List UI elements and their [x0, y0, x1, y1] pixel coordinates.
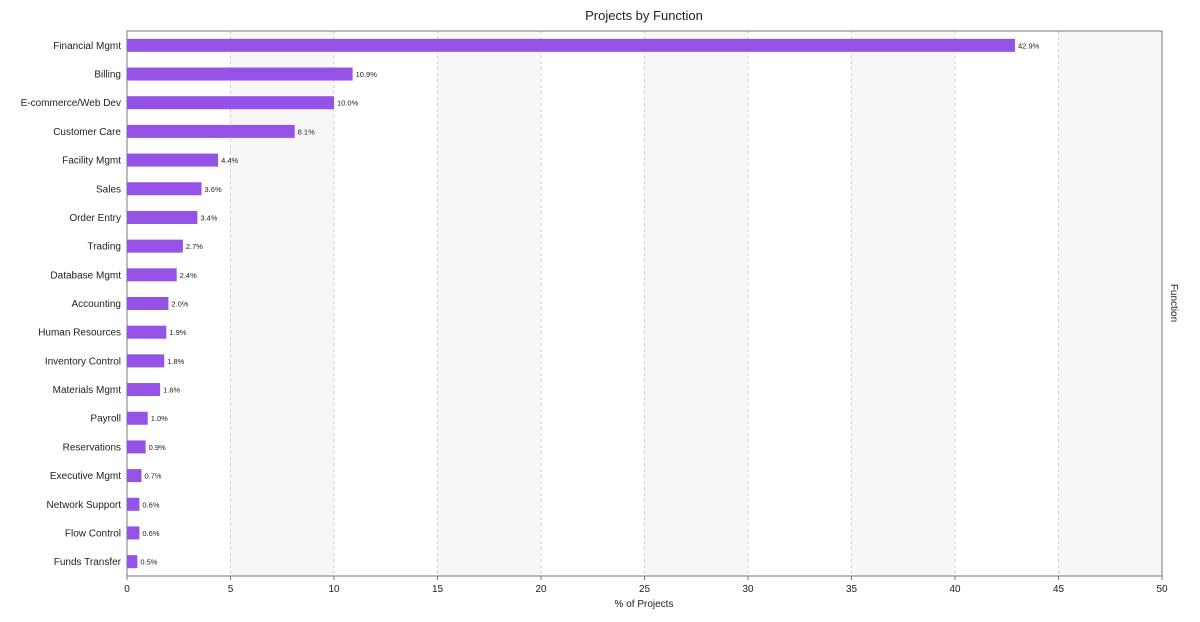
data-label: 0.6% — [142, 529, 159, 538]
bar — [127, 383, 161, 397]
background-bands — [230, 31, 1162, 576]
x-axis-ticks: 0 5 10 15 20 25 30 35 40 45 50 — [124, 576, 1168, 595]
data-label: 0.9% — [149, 443, 166, 452]
data-label: 0.7% — [144, 472, 161, 481]
bar — [127, 411, 148, 425]
category-label: E-commerce/Web Dev — [21, 98, 121, 109]
bar — [127, 325, 167, 339]
category-label: Accounting — [72, 299, 121, 310]
category-label: Financial Mgmt — [53, 41, 121, 52]
x-axis-title: % of Projects — [615, 599, 674, 610]
x-tick-label: 45 — [1053, 584, 1065, 595]
bar — [127, 268, 177, 282]
x-tick-label: 15 — [432, 584, 444, 595]
category-label: Trading — [87, 242, 121, 253]
category-label: Billing — [94, 70, 121, 81]
bar — [127, 96, 334, 110]
category-label: Order Entry — [69, 213, 121, 224]
data-label: 10.0% — [337, 99, 359, 108]
data-label: 10.9% — [356, 70, 378, 79]
data-label: 4.4% — [221, 156, 238, 165]
x-tick-label: 10 — [328, 584, 340, 595]
bar — [127, 297, 169, 310]
data-label: 0.5% — [140, 558, 157, 567]
bar — [127, 497, 140, 511]
bar — [127, 354, 165, 368]
grid-band — [1058, 31, 1162, 576]
x-tick-label: 50 — [1156, 584, 1168, 595]
bar — [127, 38, 1016, 52]
bar — [127, 124, 295, 138]
data-label: 2.7% — [186, 242, 203, 251]
bar — [127, 67, 353, 81]
category-label: Materials Mgmt — [53, 385, 122, 396]
grid-band — [230, 31, 334, 576]
data-label: 1.6% — [163, 386, 180, 395]
category-labels: Financial Mgmt Billing E-commerce/Web Dev C… — [21, 41, 122, 568]
data-label: 2.0% — [171, 300, 188, 309]
category-label: Flow Control — [65, 528, 121, 539]
grid-band — [437, 31, 541, 576]
x-tick-label: 25 — [639, 584, 651, 595]
category-label: Inventory Control — [45, 356, 121, 367]
data-label: 3.4% — [200, 213, 217, 222]
data-label: 1.8% — [167, 357, 184, 366]
gridlines — [230, 31, 1059, 576]
grid-band — [644, 31, 748, 576]
data-label: 2.4% — [180, 271, 197, 280]
category-label: Database Mgmt — [50, 270, 121, 281]
category-label: Network Support — [47, 500, 122, 511]
chart-title: Projects by Function — [585, 8, 703, 23]
x-tick-label: 35 — [846, 584, 858, 595]
bar — [127, 526, 140, 540]
x-tick-label: 0 — [124, 584, 130, 595]
grid-band — [851, 31, 955, 576]
y-axis-title: Function — [1168, 284, 1179, 322]
category-label: Executive Mgmt — [50, 471, 121, 482]
bar — [127, 182, 202, 196]
data-label: 8.1% — [298, 127, 315, 136]
data-label: 3.6% — [205, 185, 222, 194]
category-label: Funds Transfer — [54, 557, 122, 568]
bar — [127, 555, 138, 569]
category-label: Reservations — [63, 442, 121, 453]
data-label: 0.6% — [142, 500, 159, 509]
category-label: Customer Care — [53, 127, 121, 138]
bar — [127, 210, 198, 224]
category-label: Sales — [96, 184, 121, 195]
category-label: Human Resources — [38, 328, 121, 339]
data-label: 42.9% — [1018, 41, 1040, 50]
data-label: 1.0% — [151, 414, 168, 423]
x-tick-label: 5 — [228, 584, 234, 595]
data-label: 1.9% — [169, 328, 186, 337]
bars: 42.9% 10.9% 10.0% 8.1% 4.4% 3.6% 3.4% 2.7% 2.4% 2… — [127, 38, 1040, 569]
bar — [127, 469, 142, 483]
category-label: Facility Mgmt — [62, 156, 121, 167]
x-tick-label: 20 — [535, 584, 547, 595]
bar — [127, 239, 183, 253]
x-tick-label: 30 — [742, 584, 754, 595]
bar — [127, 440, 146, 454]
category-label: Payroll — [90, 414, 121, 425]
bar — [127, 153, 219, 167]
x-tick-label: 40 — [949, 584, 961, 595]
